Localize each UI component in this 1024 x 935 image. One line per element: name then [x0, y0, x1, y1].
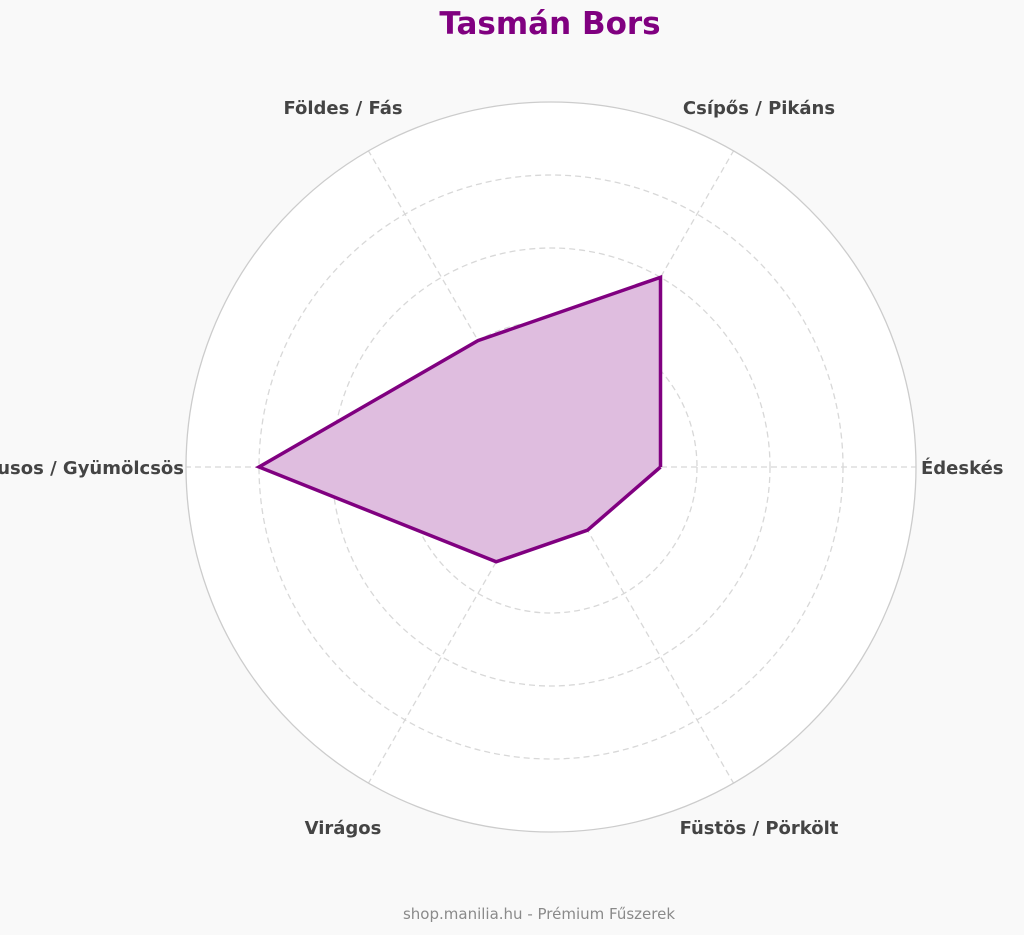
axis-label: Füstös / Pörkölt	[680, 818, 839, 839]
axis-labels: Édeskés Csípős / Pikáns Földes / Fás Citrus…	[0, 98, 1004, 839]
chart-title: Tasmán Bors	[439, 6, 661, 42]
axis-label: Csípős / Pikáns	[683, 98, 835, 119]
series-area	[259, 277, 661, 562]
footer-text: shop.manilia.hu - Prémium Fűszerek	[402, 905, 676, 923]
axis-label: Édeskés	[921, 457, 1004, 479]
axis-label: Citrusos / Gyümölcsös	[0, 458, 184, 479]
series-line	[255, 274, 663, 564]
axis-label: Földes / Fás	[283, 98, 402, 119]
grid-ring	[331, 247, 771, 687]
axis-label: Virágos	[305, 818, 382, 839]
outer-ring	[185, 101, 917, 833]
